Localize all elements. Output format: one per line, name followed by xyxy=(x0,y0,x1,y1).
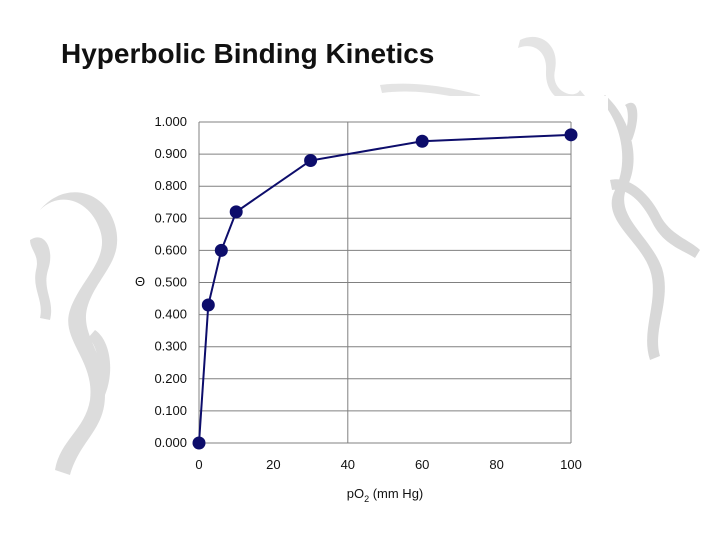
x-axis-title-subscript: 2 xyxy=(364,494,369,504)
y-tick-label: 1.000 xyxy=(154,114,187,129)
x-axis-title: pO2 (mm Hg) xyxy=(347,486,424,504)
data-point xyxy=(229,205,243,219)
y-tick-label: 0.000 xyxy=(154,435,187,450)
y-tick-labels: 0.000 0.100 0.200 0.300 0.400 0.500 0.600 0.700… xyxy=(154,114,187,450)
y-tick-label: 0.800 xyxy=(154,178,187,193)
x-tick-label: 80 xyxy=(489,457,503,472)
x-tick-label: 20 xyxy=(266,457,280,472)
data-point xyxy=(214,243,228,257)
chart-container: 0.000 0.100 0.200 0.300 0.400 0.500 0.600 0.700… xyxy=(118,96,608,514)
data-point xyxy=(564,128,578,142)
data-point xyxy=(304,154,318,168)
grid-lines xyxy=(198,121,572,444)
y-tick-label: 0.500 xyxy=(154,275,187,290)
y-tick-label: 0.400 xyxy=(154,307,187,322)
y-tick-label: 0.700 xyxy=(154,210,187,225)
x-axis-title-o: O xyxy=(354,486,364,501)
y-tick-label: 0.300 xyxy=(154,339,187,354)
data-point xyxy=(415,134,429,148)
x-tick-labels: 0 20 40 60 80 100 xyxy=(195,457,581,472)
y-tick-label: 0.600 xyxy=(154,242,187,257)
x-tick-label: 40 xyxy=(341,457,355,472)
x-axis-title-p: p xyxy=(347,486,354,501)
binding-curve-chart: 0.000 0.100 0.200 0.300 0.400 0.500 0.600 0.700… xyxy=(135,114,582,504)
series-binding-curve xyxy=(192,128,578,450)
y-tick-label: 0.200 xyxy=(154,371,187,386)
data-point xyxy=(192,436,206,450)
x-tick-label: 0 xyxy=(195,457,202,472)
x-tick-label: 60 xyxy=(415,457,429,472)
data-point xyxy=(201,298,215,312)
x-axis-title-units: (mm Hg) xyxy=(369,486,423,501)
slide-title: Hyperbolic Binding Kinetics xyxy=(61,38,435,69)
y-tick-label: 0.900 xyxy=(154,146,187,161)
y-axis-title: Θ xyxy=(135,274,145,289)
x-tick-label: 100 xyxy=(560,457,582,472)
y-tick-label: 0.100 xyxy=(154,403,187,418)
